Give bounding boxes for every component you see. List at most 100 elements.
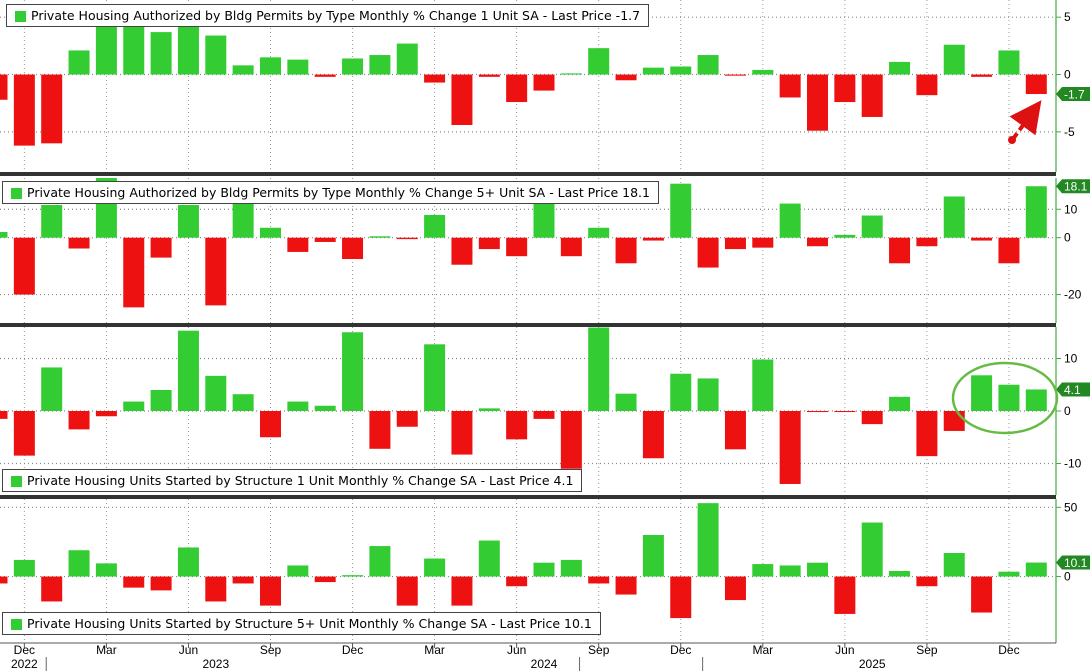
bar xyxy=(943,44,965,75)
bar xyxy=(943,553,965,577)
bar xyxy=(943,196,965,238)
bar xyxy=(396,411,418,427)
bar xyxy=(971,576,993,613)
bar xyxy=(971,375,993,411)
legend-swatch-icon xyxy=(15,11,26,22)
bar xyxy=(232,576,254,584)
y-tick-label: -5 xyxy=(1064,125,1075,139)
legend-label-2: Private Housing Authorized by Bldg Permi… xyxy=(27,185,650,200)
annotation-circle xyxy=(951,361,1059,435)
x-month-label: Dec xyxy=(342,643,363,657)
bar xyxy=(205,237,227,306)
bar xyxy=(752,237,774,248)
bar xyxy=(260,411,281,438)
last-price-badge xyxy=(1056,179,1090,194)
bar xyxy=(506,411,528,440)
bar xyxy=(314,576,336,583)
bar xyxy=(506,576,528,587)
bar xyxy=(724,411,746,450)
bar xyxy=(998,237,1020,264)
bar xyxy=(670,66,692,75)
bar xyxy=(177,205,199,238)
y-tick-label: 0 xyxy=(1064,231,1071,245)
bar xyxy=(834,234,856,238)
bar xyxy=(752,69,774,75)
bar xyxy=(916,237,938,247)
bar xyxy=(150,576,172,591)
bar xyxy=(396,237,418,240)
bar xyxy=(451,237,473,265)
bar xyxy=(861,74,883,117)
bar xyxy=(670,373,692,411)
bar xyxy=(123,401,145,411)
bar xyxy=(260,227,281,238)
panel-separator xyxy=(0,323,1056,327)
panel-separator xyxy=(0,172,1056,176)
x-month-label: Mar xyxy=(96,643,117,657)
bar xyxy=(68,237,90,249)
bar xyxy=(287,237,309,252)
bar xyxy=(13,559,35,577)
bar xyxy=(615,74,637,81)
bar xyxy=(369,55,391,75)
bar xyxy=(68,50,90,75)
bar xyxy=(834,576,856,614)
bar xyxy=(0,74,8,100)
bar xyxy=(615,393,637,411)
bar xyxy=(506,237,528,257)
bar xyxy=(861,522,883,577)
bar xyxy=(13,237,35,295)
bar xyxy=(287,401,309,411)
bar xyxy=(123,237,145,308)
bar xyxy=(232,65,254,75)
bar xyxy=(123,17,145,75)
x-year-label: 2022 xyxy=(11,657,38,671)
bar xyxy=(971,74,993,77)
legend-swatch-icon xyxy=(11,619,22,630)
bar xyxy=(177,22,199,75)
bar xyxy=(424,344,446,411)
y-tick-label: 5 xyxy=(1064,10,1071,24)
bar xyxy=(834,411,856,413)
bar xyxy=(0,576,8,584)
bar xyxy=(998,571,1020,577)
bar xyxy=(861,411,883,425)
bar xyxy=(642,535,664,577)
bar xyxy=(615,237,637,264)
bar xyxy=(779,74,801,98)
y-tick-label: -10 xyxy=(1064,457,1082,471)
bar xyxy=(560,411,582,469)
bar xyxy=(232,203,254,238)
bar xyxy=(533,562,555,577)
y-tick-label: -20 xyxy=(1064,288,1082,302)
bar xyxy=(642,67,664,75)
bar xyxy=(588,48,610,75)
bar xyxy=(123,576,145,588)
bar xyxy=(41,576,63,602)
bar xyxy=(342,237,364,260)
bar xyxy=(724,576,746,601)
bar xyxy=(95,563,117,577)
bar xyxy=(752,564,774,577)
bar xyxy=(41,205,63,238)
bar xyxy=(1025,389,1047,411)
bar xyxy=(916,576,938,587)
x-month-label: Jun xyxy=(835,643,854,657)
bar xyxy=(971,237,993,241)
bar xyxy=(287,565,309,577)
bar xyxy=(13,411,35,456)
bar xyxy=(998,384,1020,411)
bar xyxy=(177,330,199,411)
bar xyxy=(424,214,446,238)
x-month-label: Mar xyxy=(752,643,773,657)
bar xyxy=(150,237,172,258)
bar xyxy=(560,73,582,75)
bar xyxy=(396,576,418,606)
bar xyxy=(779,411,801,484)
bar xyxy=(642,237,664,241)
legend-label-4: Private Housing Units Started by Structu… xyxy=(27,616,592,631)
legend-panel-4: Private Housing Units Started by Structu… xyxy=(2,612,601,635)
bar xyxy=(41,367,63,411)
bar xyxy=(41,74,63,144)
bar xyxy=(916,74,938,96)
